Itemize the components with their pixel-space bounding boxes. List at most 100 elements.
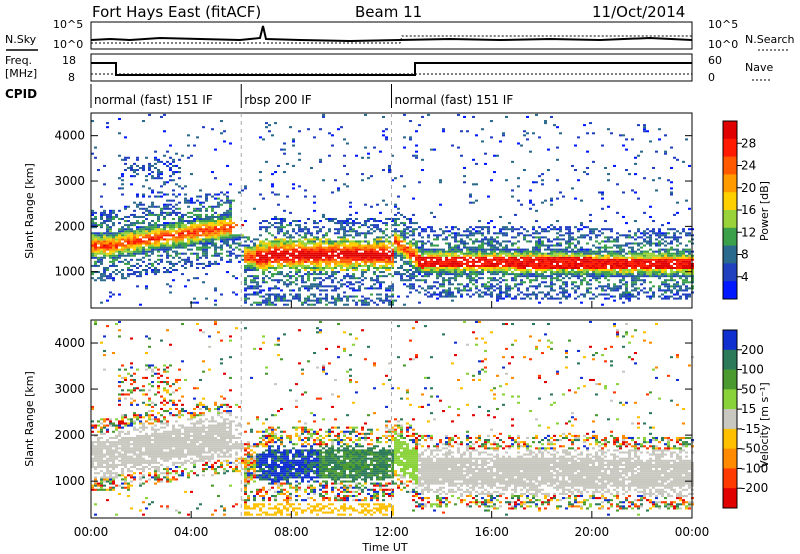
range-gate-cell: [253, 291, 256, 294]
range-gate-cell: [259, 262, 262, 265]
range-gate-cell: [304, 258, 307, 261]
range-gate-cell: [532, 291, 535, 294]
range-gate-cell: [172, 217, 175, 221]
range-gate-cell: [121, 158, 124, 161]
range-gate-cell: [370, 217, 373, 221]
range-gate-cell: [538, 250, 541, 253]
range-gate-cell: [136, 156, 139, 159]
range-gate-cell: [640, 273, 643, 276]
range-gate-cell: [265, 160, 268, 163]
range-gate-cell: [481, 273, 484, 276]
range-gate-cell: [529, 189, 532, 192]
range-gate-cell: [559, 275, 562, 278]
range-gate-cell: [670, 291, 673, 294]
range-gate-cell: [385, 138, 388, 141]
range-gate-cell: [454, 256, 457, 259]
range-gate-cell: [427, 252, 430, 255]
range-gate-cell: [448, 230, 451, 233]
range-gate-cell: [262, 226, 265, 229]
range-gate-cell: [589, 273, 592, 276]
range-gate-cell: [262, 258, 265, 261]
range-gate-cell: [553, 244, 556, 247]
range-gate-cell: [634, 283, 637, 286]
range-gate-cell: [511, 236, 514, 239]
range-gate-cell: [271, 275, 274, 278]
range-gate-cell: [550, 283, 553, 286]
range-gate-cell: [193, 222, 196, 225]
range-gate-cell: [445, 262, 448, 265]
range-gate-cell: [193, 209, 196, 212]
range-gate-cell: [409, 264, 412, 267]
range-gate-cell: [508, 264, 511, 267]
range-gate-cell: [403, 224, 406, 227]
range-gate-cell: [421, 236, 424, 239]
range-gate-cell: [457, 256, 460, 259]
range-gate-cell: [451, 236, 454, 239]
range-gate-cell: [304, 248, 307, 251]
range-gate-cell: [409, 260, 412, 263]
range-gate-cell: [199, 248, 202, 251]
range-gate-cell: [325, 232, 328, 235]
range-gate-cell: [541, 252, 544, 255]
range-gate-cell: [670, 279, 673, 282]
range-gate-cell: [523, 258, 526, 261]
range-gate-cell: [577, 273, 580, 276]
range-gate-cell: [163, 234, 166, 237]
range-gate-cell: [100, 211, 103, 214]
range-gate-cell: [121, 244, 124, 247]
range-gate-cell: [316, 254, 319, 257]
range-gate-cell: [106, 269, 109, 272]
range-gate-cell: [349, 240, 352, 243]
range-gate-cell: [559, 279, 562, 282]
range-gate-cell: [643, 264, 646, 267]
range-gate-cell: [487, 195, 490, 198]
range-gate-cell: [589, 260, 592, 263]
range-gate-cell: [214, 244, 217, 247]
range-gate-cell: [97, 264, 100, 267]
range-gate-cell: [622, 254, 625, 257]
range-gate-cell: [142, 256, 145, 259]
range-gate-cell: [181, 226, 184, 229]
range-gate-cell: [94, 246, 97, 249]
range-gate-cell: [151, 248, 154, 251]
range-gate-cell: [442, 291, 445, 294]
range-gate-cell: [259, 228, 262, 231]
range-gate-cell: [535, 295, 538, 298]
range-gate-cell: [184, 230, 187, 233]
range-gate-cell: [388, 258, 391, 261]
range-gate-cell: [406, 285, 409, 288]
range-gate-cell: [130, 230, 133, 233]
range-gate-cell: [97, 260, 100, 263]
range-gate-cell: [661, 232, 664, 235]
range-gate-cell: [262, 301, 265, 304]
range-gate-cell: [472, 293, 475, 296]
range-gate-cell: [148, 169, 151, 172]
range-gate-cell: [181, 264, 184, 267]
range-gate-cell: [478, 248, 481, 251]
range-gate-cell: [391, 217, 394, 221]
range-gate-cell: [244, 279, 247, 282]
range-gate-cell: [385, 248, 388, 251]
range-gate-cell: [205, 297, 208, 300]
range-gate-cell: [187, 205, 190, 208]
range-gate-cell: [655, 275, 658, 278]
range-gate-cell: [133, 242, 136, 245]
range-gate-cell: [628, 273, 631, 276]
range-gate-cell: [424, 230, 427, 233]
range-gate-cell: [136, 173, 139, 176]
range-gate-cell: [199, 242, 202, 245]
range-gate-cell: [499, 269, 502, 272]
range-gate-cell: [511, 279, 514, 282]
range-gate-cell: [178, 230, 181, 233]
range-gate-cell: [574, 291, 577, 294]
range-gate-cell: [349, 234, 352, 237]
range-gate-cell: [244, 269, 247, 272]
range-gate-cell: [481, 264, 484, 267]
range-gate-cell: [499, 287, 502, 290]
range-gate-cell: [448, 246, 451, 249]
range-gate-cell: [457, 266, 460, 269]
range-gate-cell: [340, 220, 343, 223]
range-gate-cell: [361, 179, 364, 182]
range-gate-cell: [322, 254, 325, 257]
range-gate-cell: [91, 242, 94, 245]
